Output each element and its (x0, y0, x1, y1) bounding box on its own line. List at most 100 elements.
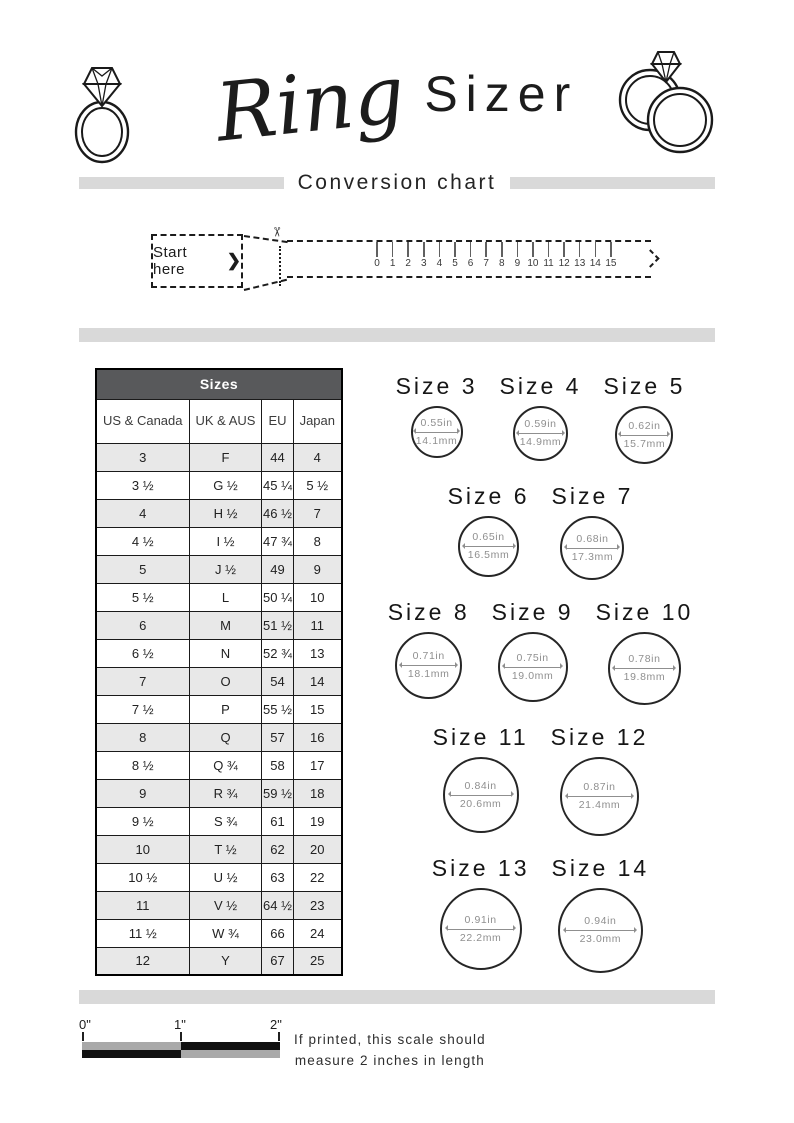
ruler-tick: 13 (574, 242, 586, 269)
start-here-tab: Start here ❯ (151, 234, 243, 288)
table-cell: 57 (261, 722, 294, 752)
page-title: Ring Sizer (0, 34, 794, 160)
ring-size-group: Size 3 0.55in 14.1mm (396, 373, 478, 458)
circle-row: Size 3 0.55in 14.1mm Size 4 0.59in 14.9mm Size… (343, 373, 738, 464)
tool-ruler: 0 1 2 3 4 5 6 7 8 9 10 11 12 13 14 15 (371, 242, 617, 269)
ring-size-circle: 0.84in 20.6mm (442, 757, 519, 833)
ruler-tick-number: 8 (498, 258, 505, 269)
ring-size-group: Size 7 0.68in 17.3mm (552, 483, 634, 580)
diameter-arrow (413, 428, 461, 434)
table-cell: 12 (95, 946, 190, 976)
ring-size-circle: 0.55in 14.1mm (410, 406, 463, 458)
scale-segment (181, 1042, 280, 1050)
table-cell: S ¾ (188, 806, 263, 836)
header: Ring Sizer Conversion chart (0, 0, 794, 196)
ruler-tick-number: 9 (514, 258, 521, 269)
diameter-mm: 17.3mm (571, 550, 614, 563)
table-cell: 5 (95, 554, 190, 584)
ring-size-label: Size 11 (432, 724, 529, 750)
ring-size-label: Size 6 (447, 483, 530, 509)
ruler-tick-number: 6 (467, 258, 474, 269)
ring-size-label: Size 12 (550, 724, 649, 750)
title-script-word: Ring (211, 47, 409, 160)
diameter-inches: 0.55in (420, 416, 453, 429)
diameter-mm: 14.9mm (519, 436, 562, 448)
tool-band (287, 240, 651, 278)
size-circles-panel: Size 3 0.55in 14.1mm Size 4 0.59in 14.9mm Size… (343, 368, 738, 973)
main-content: Sizes US & Canada UK & AUS EU Japan 3 F 44 4 3 … (95, 368, 738, 976)
ring-size-circle: 0.91in 22.2mm (439, 888, 522, 970)
table-cell: 4 (292, 442, 343, 472)
ruler-tick-line (469, 242, 472, 257)
ruler-tick-line (454, 242, 456, 257)
ruler-tick-number: 2 (405, 258, 411, 269)
scale-label-2: 2" (270, 1017, 282, 1032)
table-cell: 5 ½ (292, 470, 343, 500)
table-cell: 62 (261, 834, 294, 864)
ring-size-circle: 0.62in 15.7mm (615, 406, 674, 464)
ring-size-circle: 0.59in 14.9mm (513, 406, 568, 461)
table-cell: 23 (292, 890, 343, 920)
table-cell: 67 (261, 946, 294, 976)
table-cell: M (188, 610, 263, 640)
table-row: 7 O 54 14 (95, 666, 343, 696)
ruler-tick-line (501, 242, 503, 257)
table-cell: 20 (292, 834, 343, 864)
diameter-inches: 0.59in (524, 418, 557, 431)
column-header: EU (261, 398, 294, 444)
table-row: 11 V ½ 64 ½ 23 (95, 890, 343, 920)
diameter-inches: 0.62in (628, 419, 661, 432)
table-cell: U ½ (188, 862, 263, 892)
ruler-tick-number: 5 (452, 258, 458, 269)
table-cell: 9 (95, 778, 190, 808)
table-cell: 10 (95, 834, 190, 864)
diameter-inches: 0.75in (516, 651, 549, 664)
separator-bar-bottom (79, 990, 715, 1004)
diameter-mm: 15.7mm (623, 437, 666, 450)
ruler-tick-number: 7 (483, 258, 489, 269)
ring-size-label: Size 9 (491, 599, 574, 625)
table-cell: Q ¾ (188, 750, 263, 780)
table-cell: 52 ¾ (261, 638, 294, 668)
table-cell: I ½ (188, 526, 263, 556)
circle-row: Size 6 0.65in 16.5mm Size 7 0.68in 17.3mm (343, 483, 738, 580)
scale-tick (278, 1032, 280, 1041)
ruler-tick-number: 15 (605, 258, 617, 269)
chevron-right-icon: ❯ (226, 251, 241, 270)
print-scale-ruler: 0" 1" 2" (79, 1017, 282, 1061)
ring-size-label: Size 14 (551, 855, 650, 881)
table-cell: 10 (292, 582, 343, 612)
ruler-tick-line (391, 242, 394, 257)
ring-size-circle: 0.65in 16.5mm (458, 516, 520, 577)
diameter-mm: 22.2mm (459, 931, 502, 944)
separator-bar-top (79, 328, 715, 342)
diameter-arrow (502, 663, 564, 669)
ruler-tick: 9 (511, 242, 523, 269)
ruler-tick: 6 (465, 242, 477, 269)
subtitle-bar-right (510, 177, 715, 189)
table-cell: G ½ (188, 470, 263, 500)
table-cell: 7 (95, 666, 190, 696)
table-cell: 19 (292, 806, 343, 836)
diameter-mm: 19.0mm (511, 669, 554, 682)
circle-row: Size 8 0.71in 18.1mm Size 9 0.75in 19.0mm Size… (343, 599, 738, 705)
diameter-inches: 0.78in (628, 653, 661, 666)
ring-size-group: Size 9 0.75in 19.0mm (492, 599, 574, 702)
ruler-tick: 8 (496, 242, 508, 269)
table-column-row: US & Canada UK & AUS EU Japan (95, 398, 343, 444)
subtitle: Conversion chart (297, 171, 497, 194)
table-cell: 25 (292, 946, 343, 976)
ruler-tick-line (438, 242, 441, 257)
table-row: 6 ½ N 52 ¾ 13 (95, 638, 343, 668)
diameter-arrow (516, 429, 565, 436)
diamond-ring-icon (70, 62, 134, 166)
table-title: Sizes (95, 368, 343, 400)
table-cell: 63 (261, 862, 294, 892)
ring-size-circle: 0.71in 18.1mm (395, 632, 463, 699)
scale-segment (181, 1050, 280, 1058)
diameter-arrow (461, 542, 516, 549)
